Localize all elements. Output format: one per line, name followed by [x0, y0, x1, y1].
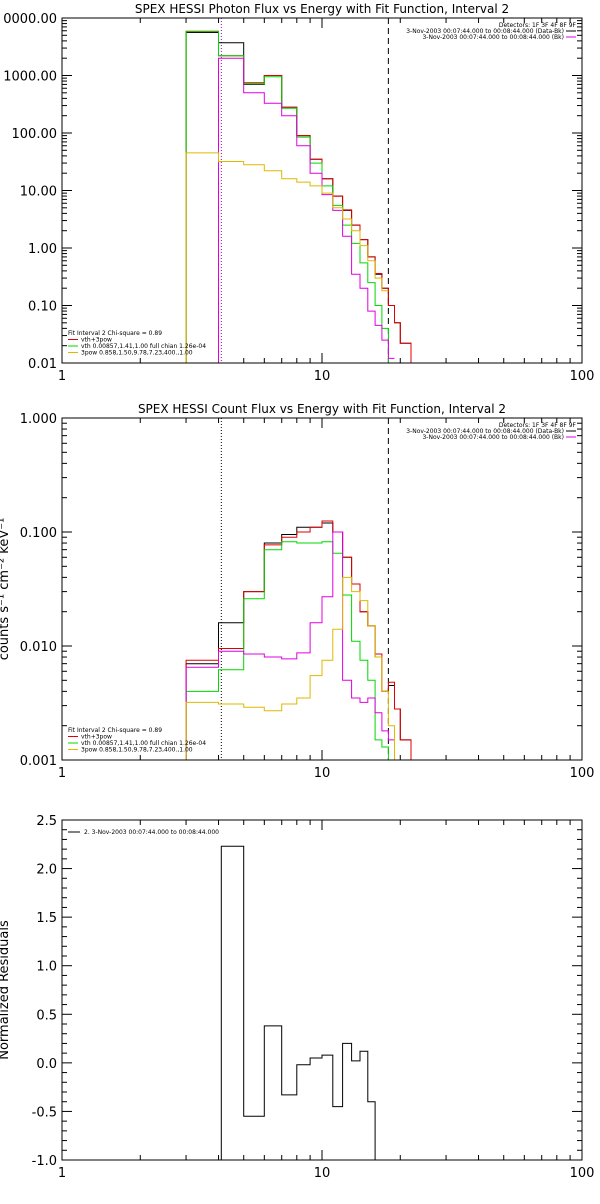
plot-frame [61, 17, 583, 364]
series-line-black [185, 32, 426, 363]
y-tick-label: 0000.00 [3, 12, 57, 27]
chart-title: SPEX HESSI Count Flux vs Energy with Fit… [138, 402, 506, 416]
y-tick-label: 2.5 [36, 814, 57, 829]
x-tick-label: 10 [314, 369, 331, 384]
header-line: Detectors: 1F 3F 4F 8F 9F [499, 22, 577, 29]
header-line: 3-Nov-2003 00:07:44.000 to 00:08:44.000 … [422, 34, 564, 41]
legend-entry: 3pow 0.858,1.50,9.78,7.23,400.,1.00 [81, 747, 193, 754]
series-line-green [185, 31, 426, 363]
x-tick-label: 100 [570, 766, 595, 781]
y-tick-label: 0.001 [20, 754, 57, 769]
x-tick-label: 10 [314, 766, 331, 781]
legend-title: Fit Interval 2 Chi-square = 0.89 [68, 727, 162, 734]
series-line-gold [185, 576, 401, 760]
y-tick-label: 1000.00 [3, 70, 57, 85]
series-line-black [185, 522, 426, 760]
y-tick-label: 10.00 [20, 185, 57, 200]
y-axis-label: Normalized Residuals [0, 920, 12, 1060]
x-tick-label: 1 [58, 766, 66, 781]
y-tick-label: 0.5 [36, 1008, 57, 1023]
series-line-magenta [185, 531, 401, 760]
x-tick-label: 100 [570, 1166, 595, 1181]
y-axis-label: counts s⁻¹ cm⁻² keV⁻¹ [0, 518, 12, 661]
y-tick-label: 1.00 [28, 242, 57, 257]
series-line-red [185, 520, 426, 760]
series-line-magenta [218, 57, 395, 363]
plot-frame [61, 417, 583, 761]
legend-entry: vth+3pow [81, 734, 112, 741]
axis-ticks [61, 819, 582, 1161]
x-tick-label: 10 [314, 1166, 331, 1181]
legend-title: Fit Interval 2 Chi-square = 0.89 [68, 330, 162, 337]
legend-entry: vth+3pow [81, 337, 112, 344]
y-tick-label: 2.0 [36, 863, 57, 878]
chart-title: SPEX HESSI Photon Flux vs Energy with Fi… [135, 2, 509, 16]
legend-entry: 3pow 0.858,1.50,9.78,7.23,400.,1.00 [81, 350, 193, 357]
y-tick-label: -0.5 [32, 1105, 57, 1120]
y-tick-label: 1.000 [20, 412, 57, 427]
series-line-black [220, 845, 389, 1160]
y-tick-label: 0.01 [28, 357, 57, 372]
x-tick-label: 100 [570, 369, 595, 384]
y-tick-label: 1.5 [36, 911, 57, 926]
legend-entry: vth 0.00857,1.41,1.00 full chian 1.26e-0… [81, 740, 206, 747]
y-tick-label: -1.0 [32, 1154, 57, 1169]
y-tick-label: 0.10 [28, 300, 57, 315]
header-line: 3-Nov-2003 00:07:44.000 to 00:08:44.000 … [422, 434, 564, 441]
series-line-gold [185, 152, 389, 363]
y-tick-label: 0.010 [20, 640, 57, 655]
y-tick-label: 0.0 [36, 1057, 57, 1072]
plot-frame [61, 819, 583, 1161]
y-tick-label: 1.0 [36, 960, 57, 975]
axis-ticks [61, 418, 582, 761]
header-line: Detectors: 1F 3F 4F 8F 9F [499, 422, 577, 429]
header-line: 3-Nov-2003 00:07:44.000 to 00:08:44.000 … [406, 28, 564, 35]
legend-entry: 2. 3-Nov-2003 00:07:44.000 to 00:08:44.0… [84, 829, 219, 836]
legend-entry: vth 0.00857,1.41,1.00 full chian 1.26e-0… [81, 343, 206, 350]
x-tick-label: 1 [58, 369, 66, 384]
y-tick-label: 0.100 [20, 526, 57, 541]
series-line-red [185, 30, 426, 363]
y-tick-label: 100.00 [12, 127, 58, 142]
header-line: 3-Nov-2003 00:07:44.000 to 00:08:44.000 … [406, 428, 564, 435]
x-tick-label: 1 [58, 1166, 66, 1181]
